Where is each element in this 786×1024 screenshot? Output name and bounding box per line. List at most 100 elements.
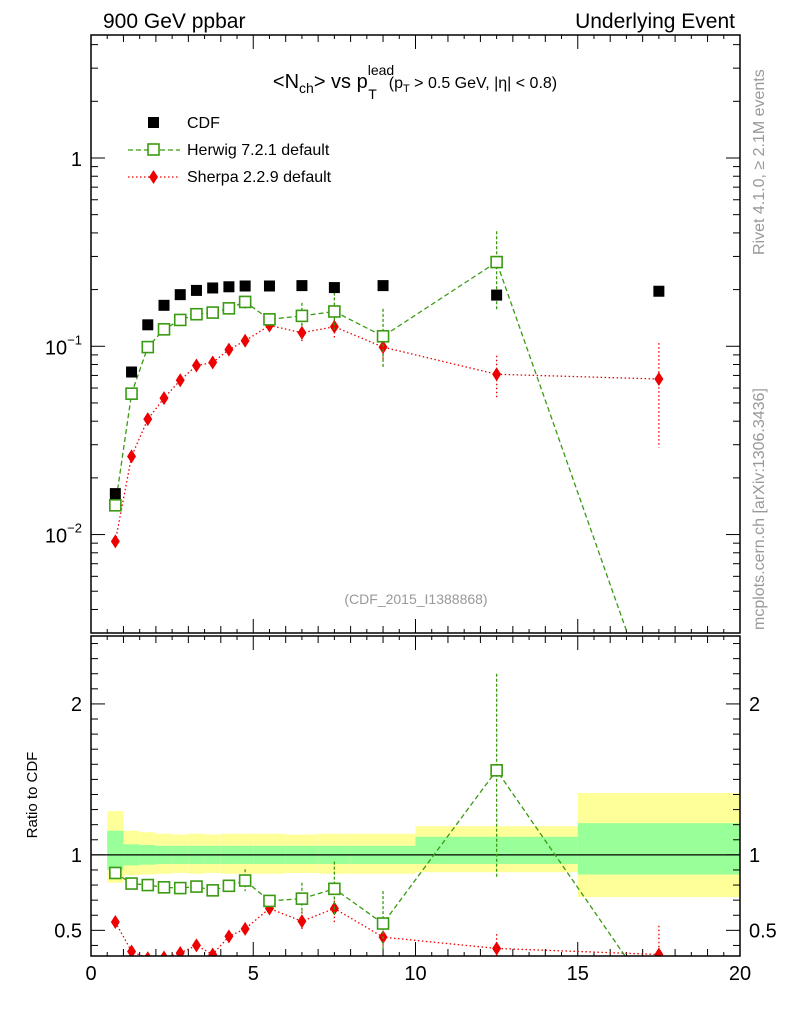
legend: CDF Herwig 7.2.1 default Sherpa 2.2.9 de… <box>128 115 332 186</box>
ratio-herwig-point <box>653 999 664 1010</box>
main-y-tick-label: 1 <box>71 149 82 171</box>
sherpa-point <box>378 340 388 355</box>
ratio-herwig-point <box>490 764 503 777</box>
sherpa-point <box>143 412 153 427</box>
ratio-herwig-point <box>190 880 203 893</box>
analysis-id-label: (CDF_2015_I1388868) <box>344 591 487 607</box>
herwig-point <box>490 255 503 269</box>
ratio-sherpa-point <box>127 944 137 956</box>
ratio-sherpa-point <box>224 929 234 944</box>
ratio-sherpa-point <box>110 915 120 930</box>
ratio-herwig-point <box>125 877 138 890</box>
sherpa-point <box>329 319 339 334</box>
header-process-label: Underlying Event <box>575 10 735 33</box>
ratio-herwig-point <box>376 917 390 930</box>
ratio-sherpa-point <box>492 941 502 956</box>
cdf-point <box>207 282 219 294</box>
cdf-point <box>328 282 340 294</box>
herwig-point <box>376 329 390 343</box>
ratio-sherpa-point <box>144 951 151 956</box>
herwig-point <box>238 295 252 309</box>
cdf-point <box>109 488 121 500</box>
ratio-y-tick-label-left: 1 <box>71 845 82 867</box>
legend-marker-sherpa <box>149 170 158 184</box>
main-plot-title: <Nch> vs plead T(pT > 0.5 GeV, |η| < 0.8) <box>273 62 557 102</box>
x-tick-label: 15 <box>567 963 589 985</box>
sherpa-point <box>191 358 201 373</box>
ratio-panel-series <box>109 673 664 1010</box>
legend-label-cdf: CDF <box>187 115 220 132</box>
herwig-point <box>328 305 341 318</box>
cdf-point <box>296 280 308 292</box>
cdf-point <box>190 284 202 296</box>
ratio-panel-axes: 0.5 0.51 12 20 5 10 15 20 <box>54 636 777 985</box>
herwig-point <box>157 323 171 336</box>
x-tick-label: 10 <box>404 963 426 985</box>
ratio-sherpa-point <box>208 947 218 956</box>
herwig-point <box>109 499 122 512</box>
sherpa-point <box>159 391 169 406</box>
ratio-band-inner <box>577 823 740 875</box>
x-tick-label: 0 <box>85 963 96 985</box>
sherpa-point <box>127 449 137 464</box>
ratio-sherpa-point <box>160 950 168 956</box>
main-y-tick-label: 10−1 <box>45 332 82 359</box>
ratio-y-tick-label-right: 2 <box>749 694 760 716</box>
ratio-y-tick-label-left: 2 <box>71 694 82 716</box>
ratio-y-tick-label-left: 0.5 <box>54 920 82 942</box>
sherpa-point <box>208 355 218 370</box>
ratio-herwig-point <box>263 894 276 908</box>
herwig-point <box>295 309 309 323</box>
ratio-herwig-point <box>238 874 252 887</box>
legend-marker-cdf <box>148 117 159 128</box>
ratio-sherpa-point <box>175 945 185 956</box>
sherpa-point <box>654 372 664 387</box>
sherpa-line <box>114 324 659 542</box>
sherpa-point <box>175 373 185 388</box>
ratio-herwig-point <box>109 866 122 880</box>
herwig-point <box>206 306 219 319</box>
ratio-y-tick-label-right: 1 <box>749 845 760 867</box>
ratio-herwig-point <box>206 884 219 897</box>
herwig-point <box>125 387 138 400</box>
herwig-point <box>653 717 664 728</box>
ratio-sherpa-point <box>240 921 250 936</box>
rivet-version-label: Rivet 4.1.0, ≥ 2.1M events <box>751 69 768 255</box>
herwig-point <box>190 307 203 321</box>
herwig-point <box>173 313 187 327</box>
cdf-point <box>263 280 275 292</box>
ratio-herwig-point <box>173 881 187 895</box>
main-panel-frame <box>90 34 741 634</box>
ratio-band-inner <box>107 830 124 870</box>
cdf-point <box>158 299 170 311</box>
ratio-herwig-point <box>157 881 171 894</box>
cdf-point <box>653 285 665 297</box>
cdf-point <box>377 280 389 292</box>
sherpa-point <box>240 333 250 348</box>
x-tick-label: 20 <box>729 963 751 985</box>
ratio-herwig-point <box>328 882 341 896</box>
ratio-herwig-point <box>222 879 236 893</box>
ratio-sherpa-point <box>191 938 201 953</box>
herwig-point <box>141 340 155 354</box>
legend-label-herwig: Herwig 7.2.1 default <box>187 142 330 159</box>
ratio-sherpa-point <box>297 914 307 929</box>
sherpa-point <box>224 342 234 357</box>
sherpa-point <box>492 367 502 382</box>
x-tick-label: 5 <box>248 963 259 985</box>
cdf-point <box>126 366 138 378</box>
cdf-point <box>223 281 235 293</box>
ratio-herwig-point <box>295 892 309 905</box>
herwig-point <box>222 302 236 315</box>
ratio-herwig-point <box>141 878 155 892</box>
cdf-point <box>491 289 503 301</box>
main-y-tick-label: 10−2 <box>45 521 82 548</box>
main-panel-series <box>109 231 665 728</box>
header-collision-label: 900 GeV ppbar <box>103 10 245 33</box>
ratio-y-axis-label: Ratio to CDF <box>24 752 41 839</box>
ratio-sherpa-point <box>654 947 664 956</box>
cdf-point <box>142 319 154 331</box>
legend-marker-herwig <box>147 143 160 156</box>
cdf-point <box>239 280 251 292</box>
